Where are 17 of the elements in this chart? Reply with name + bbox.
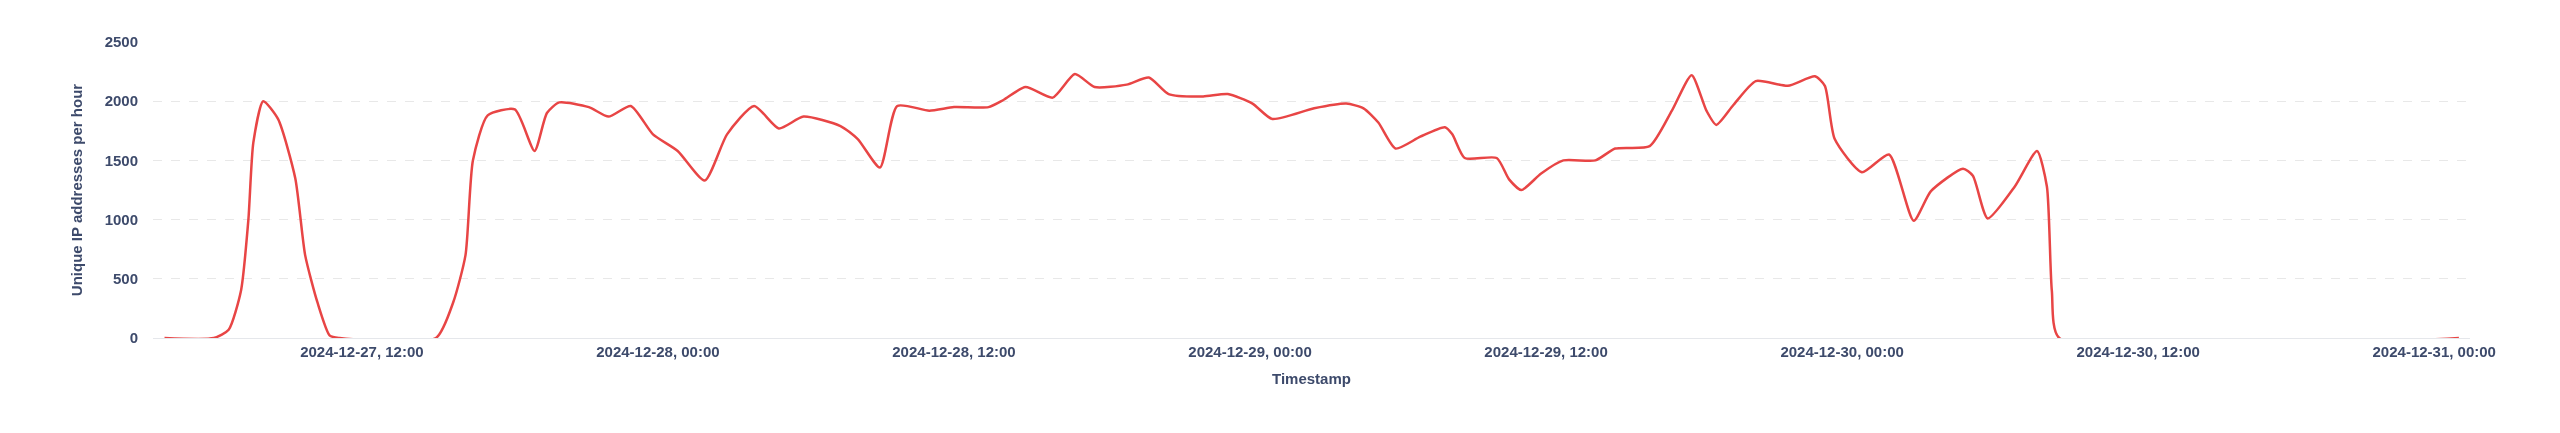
y-axis-title: Unique IP addresses per hour bbox=[67, 83, 85, 297]
line-series bbox=[163, 72, 2461, 338]
y-tick-label: 0 bbox=[129, 329, 138, 347]
x-tick-label: 2024-12-28, 12:00 bbox=[892, 343, 1016, 360]
x-tick-label: 2024-12-27, 12:00 bbox=[300, 343, 424, 360]
y-tick-label: 1500 bbox=[104, 151, 138, 169]
x-tick-label: 2024-12-29, 12:00 bbox=[1484, 343, 1608, 360]
x-axis-title: Timestamp bbox=[1272, 370, 1351, 387]
x-tick-label: 2024-12-28, 00:00 bbox=[596, 343, 720, 360]
x-tick-label: 2024-12-30, 00:00 bbox=[1780, 343, 1904, 360]
y-tick-label: 2500 bbox=[104, 33, 138, 51]
x-tick-label: 2024-12-29, 00:00 bbox=[1188, 343, 1312, 360]
x-tick-label: 2024-12-30, 12:00 bbox=[2076, 343, 2200, 360]
y-tick-label: 500 bbox=[112, 270, 138, 288]
x-tick-label: 2024-12-31, 00:00 bbox=[2372, 343, 2496, 360]
y-tick-label: 1000 bbox=[104, 210, 138, 228]
y-tick-label: 2000 bbox=[104, 92, 138, 110]
